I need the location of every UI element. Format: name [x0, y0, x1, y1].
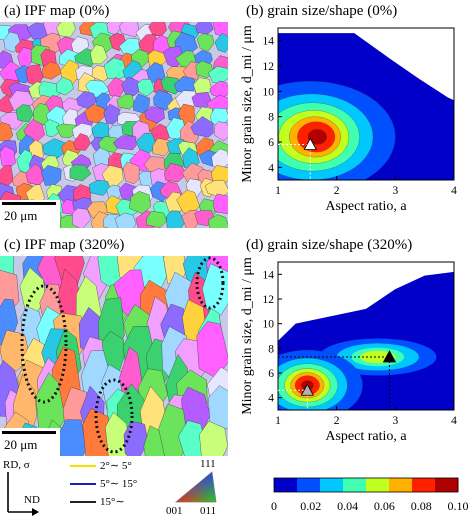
ipf-map-0: 20 μm [0, 22, 228, 228]
legend: RD, σ ND 2°∼ 5° 5°∼ 15° 15°∼ 111 001 011 [0, 458, 228, 518]
colorbar-swatch [389, 478, 413, 492]
triangle-label-111: 111 [200, 458, 216, 470]
x-tick-label: 3 [392, 185, 398, 197]
axis-label-nd: ND [24, 494, 40, 506]
y-tick-label: 12 [263, 294, 275, 306]
boundary-label-mid: 5°∼ 15° [100, 478, 138, 490]
y-tick-label: 10 [263, 86, 275, 98]
x-tick-label: 1 [275, 185, 281, 197]
triangle-label-011: 011 [200, 505, 217, 517]
scale-bar [2, 202, 56, 205]
boundary-label-low: 2°∼ 5° [100, 460, 132, 472]
y-tick-label: 4 [268, 162, 274, 174]
y-tick-label: 14 [263, 36, 275, 48]
y-tick-label: 8 [268, 112, 274, 124]
peak-marker [382, 350, 397, 363]
scale-bar-label: 20 μm [1, 208, 41, 224]
x-axis-label: Aspect ratio, a [325, 199, 407, 214]
boundary-line-high [70, 501, 96, 503]
scale-bar-label: 20 μm [1, 437, 41, 453]
colorbar-tick-label: 0.10 [448, 499, 469, 513]
x-tick-label: 1 [275, 415, 281, 427]
x-tick-label: 4 [451, 185, 457, 197]
x-axis-label: Aspect ratio, a [325, 429, 407, 444]
y-tick-label: 14 [263, 269, 275, 281]
boundary-line-mid [70, 483, 96, 485]
panel-c-title: (c) IPF map (320%) [4, 237, 125, 253]
colorbar-tick-label: 0.02 [300, 499, 321, 513]
colorbar-tick-label: 0 [271, 499, 277, 513]
ipf-map-320: 20 μm [0, 256, 228, 456]
y-tick-label: 12 [263, 61, 275, 73]
x-tick-label: 2 [334, 185, 340, 197]
panel-a-title: (a) IPF map (0%) [4, 3, 110, 19]
colorbar-swatch [274, 478, 298, 492]
colorbar-tick-label: 0.04 [337, 499, 358, 513]
colorbar-tick-label: 0.08 [411, 499, 432, 513]
colorbar-tick-label: 0.06 [374, 499, 395, 513]
peak-marker [303, 137, 317, 150]
colorbar-swatch [435, 478, 459, 492]
y-tick-label: 6 [268, 368, 274, 380]
y-tick-label: 8 [268, 343, 274, 355]
colorbar-swatch [343, 478, 367, 492]
scale-bar [2, 431, 56, 434]
x-tick-label: 3 [392, 415, 398, 427]
colorbar-swatch [366, 478, 390, 492]
triangle-label-001: 001 [166, 505, 183, 517]
ipf-triangle-icon [174, 471, 217, 503]
boundary-label-high: 15°∼ [100, 496, 125, 508]
boundary-line-low [70, 465, 96, 467]
axis-label-rd: RD, σ [3, 459, 30, 471]
panel-d-title: (d) grain size/shape (320%) [246, 237, 413, 253]
y-tick-label: 6 [268, 137, 274, 149]
panel-b-title: (b) grain size/shape (0%) [246, 3, 398, 19]
x-tick-label: 4 [451, 415, 457, 427]
colorbar-swatch [297, 478, 321, 492]
axis-arrows-icon [7, 472, 39, 516]
y-axis-label: Minor grain size, d_mi / μm [240, 25, 255, 183]
colorbar: 0 0.02 0.04 0.06 0.08 0.10 [271, 477, 469, 513]
y-tick-label: 10 [263, 319, 275, 331]
y-tick-label: 4 [268, 393, 274, 405]
y-axis-label: Minor grain size, d_mi / μm [240, 257, 255, 415]
x-tick-label: 2 [334, 415, 340, 427]
peak-marker [300, 383, 315, 396]
colorbar-swatch [412, 478, 436, 492]
colorbar-swatch [320, 478, 344, 492]
